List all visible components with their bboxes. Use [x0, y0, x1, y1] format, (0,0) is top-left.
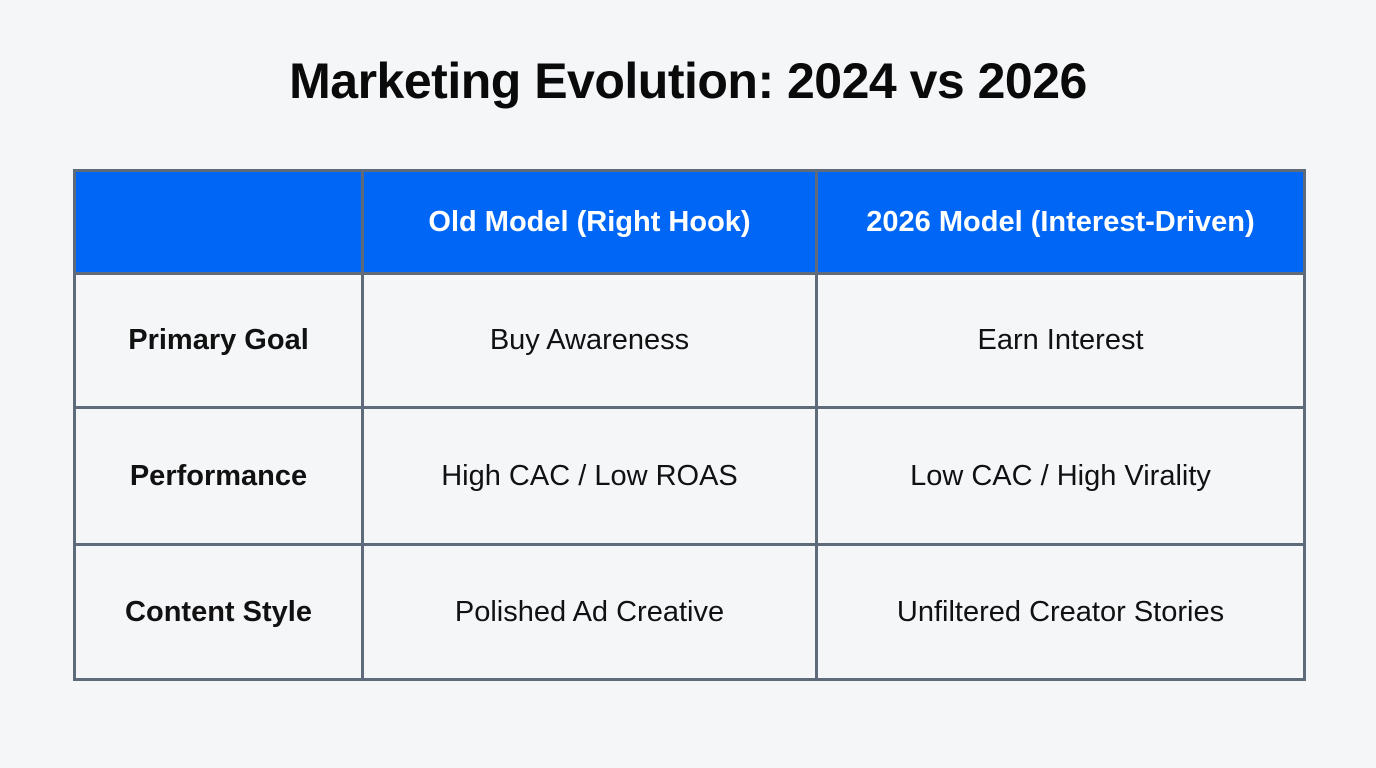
cell-old: High CAC / Low ROAS [361, 406, 818, 546]
cell-old: Buy Awareness [361, 272, 818, 409]
header-cell-2026-model: 2026 Model (Interest-Driven) [815, 169, 1306, 275]
table-row: Content Style Polished Ad Creative Unfil… [73, 543, 1306, 681]
header-cell-old-model: Old Model (Right Hook) [361, 169, 818, 275]
cell-new: Unfiltered Creator Stories [815, 543, 1306, 681]
cell-old: Polished Ad Creative [361, 543, 818, 681]
cell-new: Earn Interest [815, 272, 1306, 409]
header-cell-empty [73, 169, 364, 275]
comparison-table: Old Model (Right Hook) 2026 Model (Inter… [73, 169, 1306, 681]
row-label: Performance [73, 406, 364, 546]
table-row: Primary Goal Buy Awareness Earn Interest [73, 272, 1306, 409]
cell-new: Low CAC / High Virality [815, 406, 1306, 546]
table-row: Performance High CAC / Low ROAS Low CAC … [73, 406, 1306, 546]
row-label: Content Style [73, 543, 364, 681]
table-header-row: Old Model (Right Hook) 2026 Model (Inter… [73, 169, 1306, 275]
page-title: Marketing Evolution: 2024 vs 2026 [289, 53, 1087, 109]
row-label: Primary Goal [73, 272, 364, 409]
